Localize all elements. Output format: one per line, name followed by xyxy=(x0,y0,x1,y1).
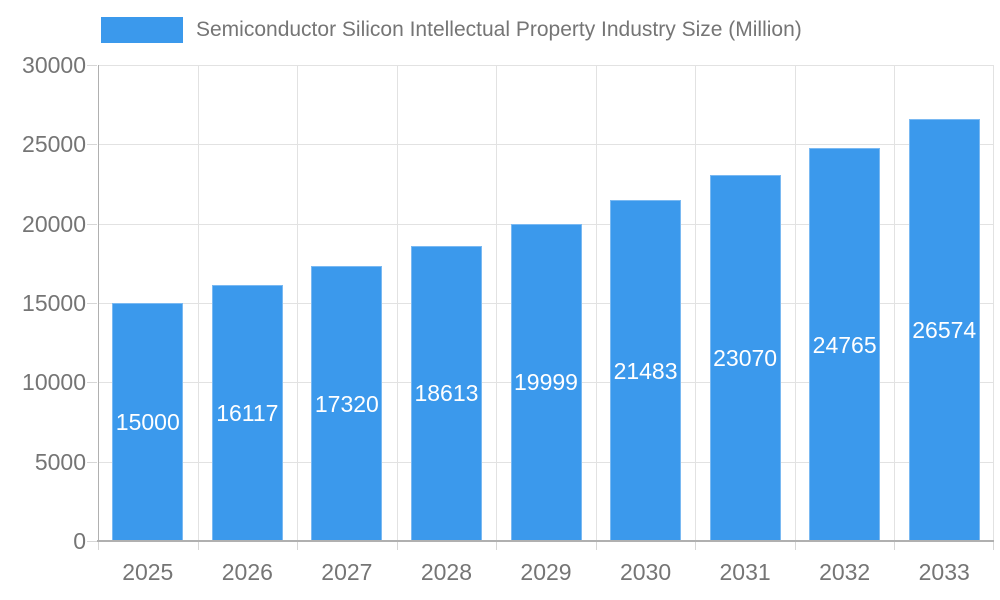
x-axis-tick-label: 2032 xyxy=(819,559,871,585)
vertical-gridline xyxy=(695,65,697,541)
horizontal-gridline xyxy=(98,65,994,66)
x-axis-tick xyxy=(297,542,299,550)
vertical-gridline xyxy=(197,65,199,541)
vertical-gridline xyxy=(396,65,398,541)
x-axis-tick-label: 2026 xyxy=(221,559,273,585)
y-axis-tick-label: 0 xyxy=(73,528,86,554)
bar xyxy=(610,200,682,541)
x-axis-tick xyxy=(98,542,99,550)
x-axis-tick xyxy=(894,542,896,550)
y-axis-tick xyxy=(87,144,97,146)
bar xyxy=(510,223,582,541)
horizontal-gridline xyxy=(98,144,994,146)
bar xyxy=(908,119,980,541)
y-axis-tick-label: 30000 xyxy=(22,52,86,78)
x-axis-tick xyxy=(794,542,796,550)
bar-value-label: 21483 xyxy=(613,357,678,384)
bar-value-label: 23070 xyxy=(713,344,778,371)
x-axis-tick-label: 2028 xyxy=(420,559,473,585)
y-axis-tick-label: 10000 xyxy=(22,369,86,396)
x-axis-tick-label: 2030 xyxy=(619,559,672,585)
bar xyxy=(709,174,781,541)
x-axis-tick xyxy=(496,542,498,550)
x-axis-tick-label: 2025 xyxy=(122,559,174,585)
y-axis-tick xyxy=(87,303,97,304)
x-axis-tick-label: 2031 xyxy=(719,559,771,585)
bar xyxy=(211,285,283,541)
bar-value-label: 26574 xyxy=(912,317,977,344)
bar-value-label: 18613 xyxy=(414,380,479,407)
x-axis-tick xyxy=(197,542,199,550)
bar xyxy=(410,245,482,541)
x-axis-tick-label: 2027 xyxy=(321,559,373,585)
legend: Semiconductor Silicon Intellectual Prope… xyxy=(101,17,802,43)
bar-value-label: 17320 xyxy=(314,390,379,417)
plot-area: 15000 16117 17320 18613 19999 21483 23070 24765… xyxy=(98,65,994,541)
y-axis-tick xyxy=(87,382,97,384)
legend-label: Semiconductor Silicon Intellectual Prope… xyxy=(196,18,802,41)
y-axis-tick-label: 25000 xyxy=(22,131,86,158)
bar xyxy=(809,148,881,541)
vertical-gridline xyxy=(496,65,498,541)
x-axis-tick-label: 2033 xyxy=(918,559,970,585)
bar-value-label: 19999 xyxy=(514,369,578,396)
vertical-gridline xyxy=(794,65,796,541)
legend-swatch xyxy=(101,17,183,43)
y-axis-tick xyxy=(87,461,97,463)
y-axis-tick xyxy=(87,541,97,542)
bar-value-label: 24765 xyxy=(812,331,877,358)
vertical-gridline xyxy=(993,65,994,541)
bar-value-label: 15000 xyxy=(115,409,180,435)
y-axis-tick xyxy=(87,65,97,66)
x-axis-tick xyxy=(993,542,994,550)
vertical-gridline xyxy=(894,65,896,541)
vertical-gridline xyxy=(595,65,597,541)
vertical-gridline xyxy=(297,65,299,541)
bar xyxy=(112,303,184,541)
bar-value-label: 16117 xyxy=(216,400,279,427)
x-axis-line xyxy=(97,540,994,542)
y-axis-line xyxy=(98,65,99,541)
bar xyxy=(311,266,383,541)
y-axis-tick-label: 5000 xyxy=(34,448,86,475)
x-axis-tick xyxy=(396,542,398,550)
x-axis-tick xyxy=(595,542,597,550)
x-axis-tick xyxy=(695,542,697,550)
y-axis-tick-label: 15000 xyxy=(22,290,86,316)
y-axis-tick-label: 20000 xyxy=(22,210,86,237)
x-axis-tick-label: 2029 xyxy=(520,559,572,585)
y-axis-tick xyxy=(87,223,97,225)
